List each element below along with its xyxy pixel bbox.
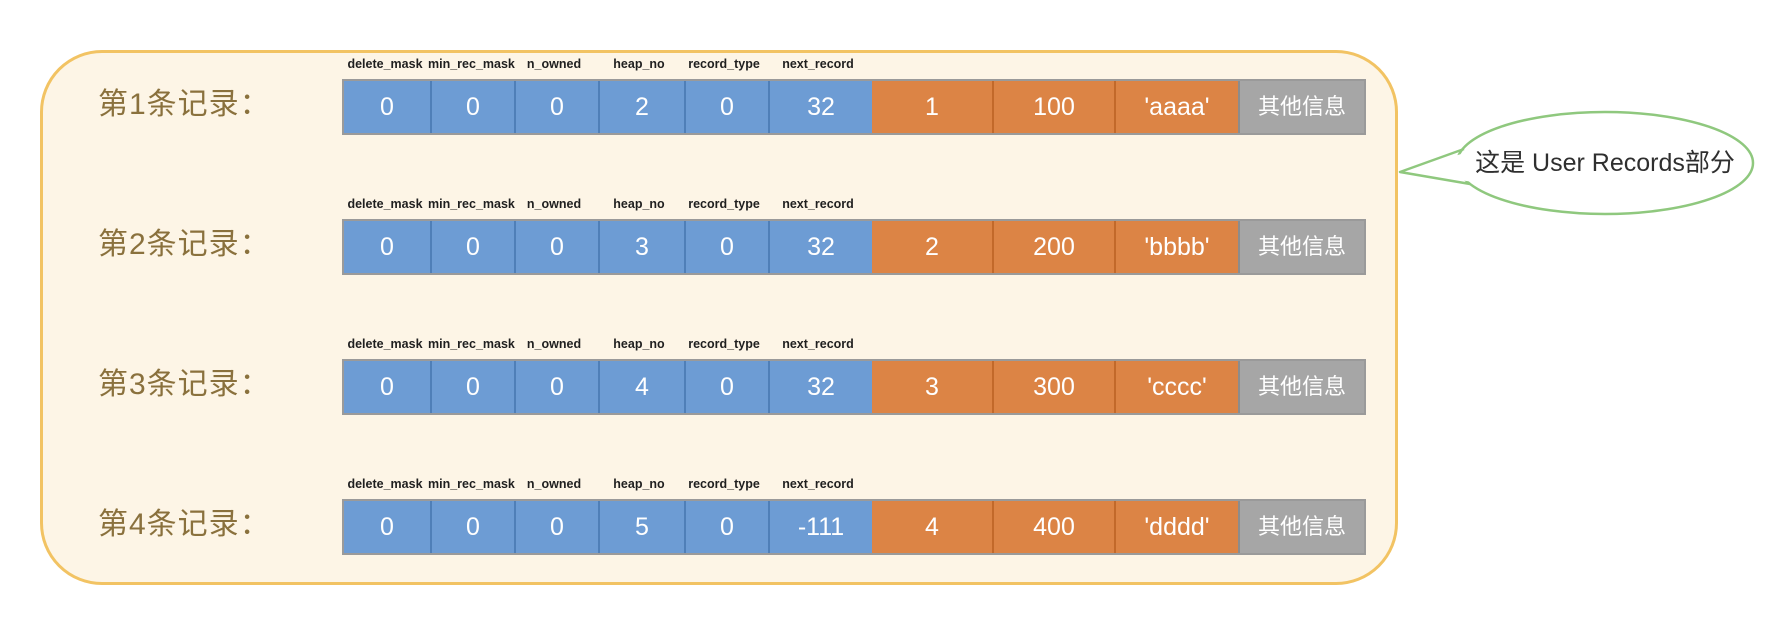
field-name-next-record: next_record — [782, 477, 854, 491]
field-name-heap-no: heap_no — [613, 477, 665, 491]
field-name-n-owned: n_owned — [526, 337, 582, 351]
cell-n-owned: 0 — [514, 81, 598, 133]
field-name-min-rec-mask: min_rec_mask — [428, 57, 515, 71]
field-name-next-record: next_record — [782, 57, 854, 71]
cell-other-info: 其他信息 — [1238, 501, 1364, 553]
field-name-min-rec-mask: min_rec_mask — [428, 197, 515, 211]
field-name-next-record: next_record — [782, 337, 854, 351]
cell-delete-mask: 0 — [344, 81, 430, 133]
cell-other-info: 其他信息 — [1238, 361, 1364, 413]
cell-delete-mask: 0 — [344, 361, 430, 413]
record-label: 第4条记录： — [98, 508, 271, 541]
cell-min-rec-mask: 0 — [430, 81, 514, 133]
field-name-record-type: record_type — [688, 477, 760, 491]
cell-record-type: 0 — [684, 81, 768, 133]
field-name-record-type: record_type — [688, 197, 760, 211]
record-label: 第1条记录： — [98, 88, 271, 121]
cell-min-rec-mask: 0 — [430, 501, 514, 553]
record-cells: 0 0 0 4 0 32 3 300 'cccc' 其他信息 — [342, 359, 1366, 415]
user-records-panel — [40, 50, 1398, 585]
record-label: 第3条记录： — [98, 368, 271, 401]
field-name-record-type: record_type — [688, 57, 760, 71]
cell-data-col2: 100 — [992, 81, 1114, 133]
field-name-labels: delete_mask min_rec_mask n_owned heap_no… — [342, 57, 870, 71]
cell-min-rec-mask: 0 — [430, 221, 514, 273]
record-row-4: 第4条记录： delete_mask min_rec_mask n_owned … — [98, 477, 1366, 555]
cell-other-info: 其他信息 — [1238, 221, 1364, 273]
record-table: delete_mask min_rec_mask n_owned heap_no… — [342, 337, 1366, 415]
field-name-delete-mask: delete_mask — [347, 197, 423, 211]
cell-data-col2: 200 — [992, 221, 1114, 273]
record-label: 第2条记录： — [98, 228, 271, 261]
cell-heap-no: 2 — [598, 81, 684, 133]
record-row-1: 第1条记录： delete_mask min_rec_mask n_owned … — [98, 57, 1366, 135]
cell-heap-no: 3 — [598, 221, 684, 273]
callout-bubble — [1398, 110, 1755, 216]
record-row-2: 第2条记录： delete_mask min_rec_mask n_owned … — [98, 197, 1366, 275]
field-name-heap-no: heap_no — [613, 197, 665, 211]
cell-n-owned: 0 — [514, 221, 598, 273]
cell-delete-mask: 0 — [344, 501, 430, 553]
record-table: delete_mask min_rec_mask n_owned heap_no… — [342, 197, 1366, 275]
field-name-min-rec-mask: min_rec_mask — [428, 337, 515, 351]
cell-data-col3: 'aaaa' — [1114, 81, 1238, 133]
cell-heap-no: 5 — [598, 501, 684, 553]
cell-data-col1: 4 — [872, 501, 992, 553]
record-cells: 0 0 0 3 0 32 2 200 'bbbb' 其他信息 — [342, 219, 1366, 275]
cell-next-record: 32 — [768, 361, 872, 413]
cell-record-type: 0 — [684, 501, 768, 553]
record-table: delete_mask min_rec_mask n_owned heap_no… — [342, 477, 1366, 555]
cell-data-col3: 'cccc' — [1114, 361, 1238, 413]
record-cells: 0 0 0 2 0 32 1 100 'aaaa' 其他信息 — [342, 79, 1366, 135]
field-name-labels: delete_mask min_rec_mask n_owned heap_no… — [342, 477, 870, 491]
field-name-heap-no: heap_no — [613, 337, 665, 351]
record-cells: 0 0 0 5 0 -111 4 400 'dddd' 其他信息 — [342, 499, 1366, 555]
cell-data-col1: 2 — [872, 221, 992, 273]
cell-other-info: 其他信息 — [1238, 81, 1364, 133]
field-name-delete-mask: delete_mask — [347, 337, 423, 351]
cell-heap-no: 4 — [598, 361, 684, 413]
field-name-labels: delete_mask min_rec_mask n_owned heap_no… — [342, 197, 870, 211]
field-name-record-type: record_type — [688, 337, 760, 351]
record-row-3: 第3条记录： delete_mask min_rec_mask n_owned … — [98, 337, 1366, 415]
field-name-labels: delete_mask min_rec_mask n_owned heap_no… — [342, 337, 870, 351]
cell-next-record: -111 — [768, 501, 872, 553]
cell-n-owned: 0 — [514, 361, 598, 413]
field-name-n-owned: n_owned — [526, 477, 582, 491]
field-name-heap-no: heap_no — [613, 57, 665, 71]
cell-record-type: 0 — [684, 361, 768, 413]
field-name-next-record: next_record — [782, 197, 854, 211]
cell-next-record: 32 — [768, 81, 872, 133]
field-name-n-owned: n_owned — [526, 197, 582, 211]
callout-label: 这是 User Records部分 — [1475, 149, 1735, 177]
cell-data-col3: 'bbbb' — [1114, 221, 1238, 273]
cell-data-col2: 400 — [992, 501, 1114, 553]
record-table: delete_mask min_rec_mask n_owned heap_no… — [342, 57, 1366, 135]
cell-data-col3: 'dddd' — [1114, 501, 1238, 553]
cell-data-col1: 3 — [872, 361, 992, 413]
cell-n-owned: 0 — [514, 501, 598, 553]
callout-tail-outline — [1398, 147, 1471, 186]
field-name-delete-mask: delete_mask — [347, 477, 423, 491]
cell-next-record: 32 — [768, 221, 872, 273]
field-name-delete-mask: delete_mask — [347, 57, 423, 71]
cell-min-rec-mask: 0 — [430, 361, 514, 413]
cell-data-col2: 300 — [992, 361, 1114, 413]
field-name-n-owned: n_owned — [526, 57, 582, 71]
cell-data-col1: 1 — [872, 81, 992, 133]
cell-delete-mask: 0 — [344, 221, 430, 273]
field-name-min-rec-mask: min_rec_mask — [428, 477, 515, 491]
cell-record-type: 0 — [684, 221, 768, 273]
